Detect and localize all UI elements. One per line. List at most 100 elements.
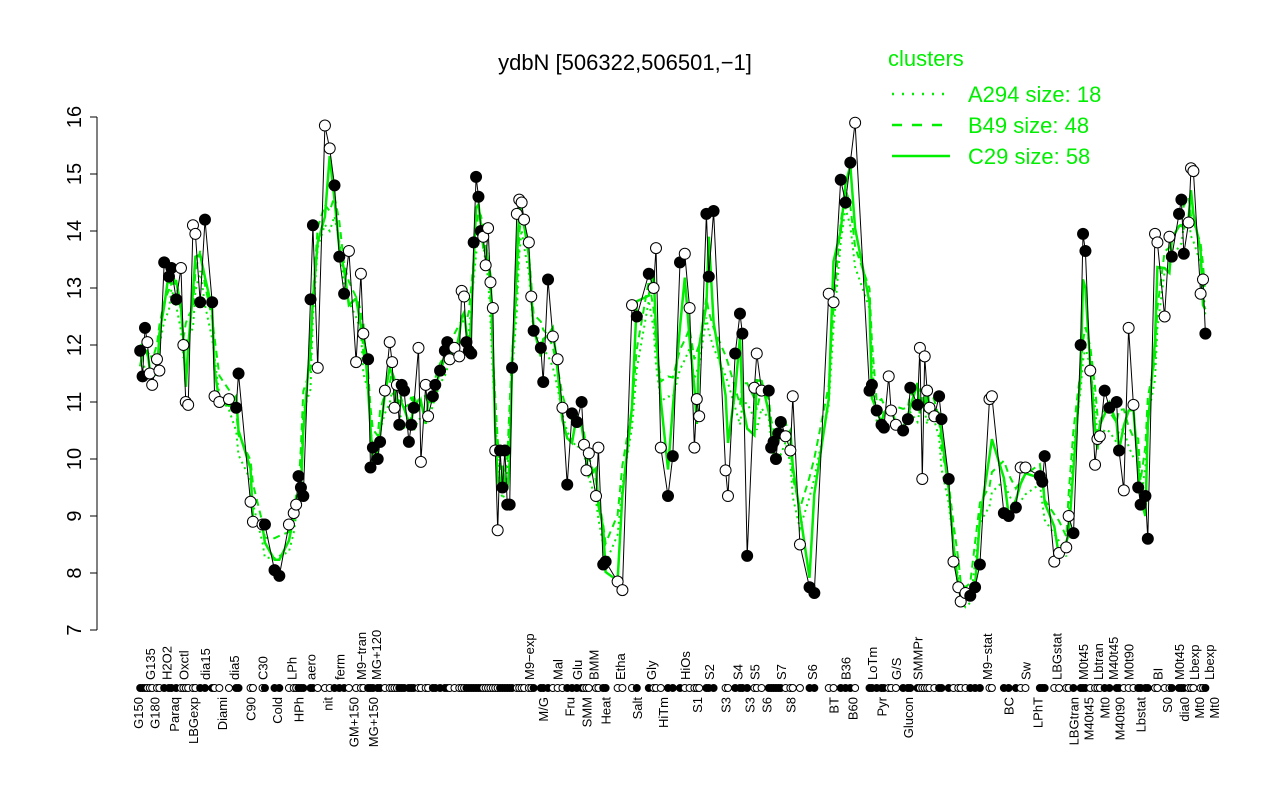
x-label-bottom: Glucon [901, 697, 916, 738]
rug-mark [200, 684, 209, 692]
y-tick-label: 8 [64, 567, 86, 578]
data-point [784, 444, 797, 457]
data-point [921, 384, 934, 397]
data-point [1089, 458, 1102, 471]
rug-mark [709, 684, 718, 692]
data-point [434, 364, 447, 377]
x-label-bottom: Cold [270, 697, 285, 724]
x-label-bottom: S0 [1160, 697, 1175, 713]
x-label-bottom: BT [827, 697, 842, 714]
data-point [650, 242, 662, 255]
legend-label-c29: C29 size: 58 [968, 144, 1090, 169]
data-point [551, 353, 564, 366]
data-point [1084, 364, 1097, 377]
data-point [690, 393, 703, 406]
x-label-top: dia15 [198, 648, 213, 680]
data-point [774, 415, 787, 428]
data-point [422, 410, 435, 423]
data-point [561, 478, 574, 491]
cluster-lines [138, 155, 1207, 609]
data-point [947, 555, 960, 568]
data-point [1062, 510, 1075, 522]
data-point [472, 190, 485, 203]
x-label-top: S5 [747, 664, 762, 680]
data-point [904, 381, 917, 394]
data-point [1127, 398, 1140, 411]
data-point [897, 424, 910, 437]
x-label-bottom: Salt [630, 697, 645, 720]
data-point [206, 296, 219, 309]
x-label-bottom: G180 [148, 697, 163, 729]
data-point [793, 538, 806, 551]
x-label-top: M0t45 [1076, 644, 1091, 680]
data-point [901, 413, 914, 426]
x-label-top: Lbexp [1187, 645, 1202, 680]
x-label-top: BI [1150, 668, 1165, 680]
data-point [834, 173, 847, 186]
x-label-bottom: Lbstat [1134, 697, 1149, 733]
data-point [1019, 461, 1032, 474]
data-point [386, 356, 399, 369]
data-point [827, 296, 840, 309]
data-point [230, 401, 243, 414]
data-point [769, 453, 782, 465]
x-label-top: Gly [644, 660, 659, 680]
data-point [626, 299, 639, 312]
x-label-bottom: C90 [244, 697, 259, 721]
data-point [882, 370, 895, 383]
x-label-top: Glu [570, 660, 585, 680]
x-label-bottom: S3 [719, 697, 734, 713]
data-point [1074, 339, 1087, 351]
data-point [1113, 444, 1126, 457]
data-point [1067, 527, 1080, 540]
rug-mark [1040, 684, 1049, 692]
data-point [522, 236, 535, 249]
data-point [258, 518, 271, 531]
rug-mark [891, 684, 900, 692]
data-point [582, 447, 595, 460]
data-point [786, 390, 799, 403]
y-tick-label: 9 [64, 510, 86, 521]
data-point [498, 444, 511, 457]
data-point [877, 421, 890, 434]
rug-mark [1004, 684, 1013, 692]
data-point [647, 282, 660, 294]
rug-mark [234, 684, 243, 692]
rug-mark [1201, 684, 1210, 692]
data-point [458, 290, 471, 303]
data-point [1098, 384, 1111, 397]
data-point [736, 327, 749, 340]
data-point [170, 293, 183, 306]
sample-rug [136, 684, 1210, 692]
data-point [306, 219, 319, 232]
cluster-line-c29 [138, 155, 1207, 602]
rug-mark [1143, 684, 1152, 692]
data-point [182, 398, 195, 411]
rug-mark [975, 684, 984, 692]
data-point [407, 401, 420, 414]
data-point [592, 441, 605, 454]
rug-mark [584, 684, 593, 692]
y-tick-label: 10 [64, 448, 86, 470]
data-point [398, 384, 411, 397]
data-point [470, 170, 483, 183]
rug-mark [1069, 684, 1078, 692]
data-point [865, 378, 878, 391]
x-label-top: S2 [702, 664, 717, 680]
rug-mark [1055, 684, 1064, 692]
data-point [688, 441, 701, 454]
data-point [465, 347, 478, 360]
x-label-top: B36 [839, 657, 854, 680]
data-point [503, 498, 516, 511]
x-label-top: Lbtran [1091, 643, 1106, 680]
data-point [318, 119, 331, 132]
rug-mark [248, 684, 257, 692]
x-label-bottom: S1 [690, 697, 705, 713]
x-label-top: G135 [143, 648, 158, 680]
x-label-top: M40t45 [1106, 637, 1121, 680]
data-point [1197, 273, 1210, 286]
data-point [1173, 207, 1186, 220]
y-tick-label: 12 [64, 334, 86, 356]
data-point [496, 481, 509, 494]
